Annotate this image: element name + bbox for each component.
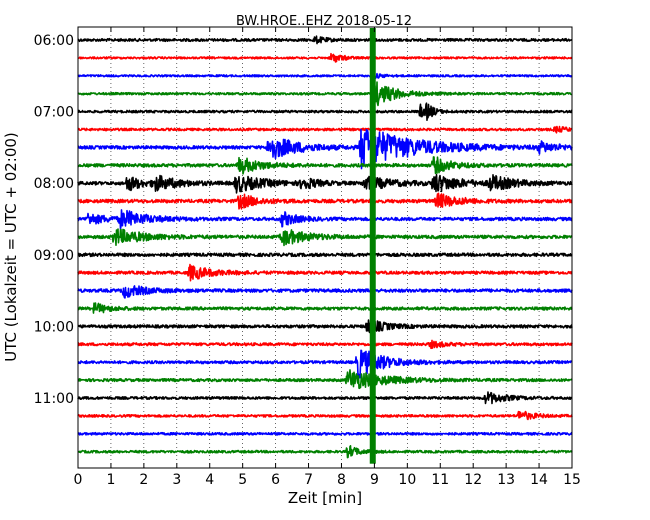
x-tick-label: 2 bbox=[139, 472, 148, 488]
trace-22 bbox=[77, 431, 573, 436]
trace-4 bbox=[77, 102, 573, 121]
trace-16 bbox=[77, 319, 573, 334]
axes: 0 1 2 3 4 5 6 7 8 9 10 11 12 13 14 1506:0007:0008:0009:… bbox=[34, 27, 581, 488]
trace-20 bbox=[77, 391, 573, 405]
x-tick-label: 8 bbox=[337, 472, 346, 488]
x-tick-label: 3 bbox=[172, 472, 181, 488]
x-tick-label: 13 bbox=[497, 472, 515, 488]
x-tick-label: 5 bbox=[238, 472, 247, 488]
x-tick-label: 14 bbox=[530, 472, 548, 488]
trace-23 bbox=[77, 445, 573, 459]
saturated-spike-0 bbox=[369, 28, 376, 464]
trace-19 bbox=[77, 369, 573, 390]
trace-10 bbox=[77, 209, 573, 230]
trace-7 bbox=[77, 156, 573, 175]
trace-2 bbox=[77, 72, 573, 79]
y-tick-label: 07:00 bbox=[34, 105, 74, 121]
x-tick-label: 7 bbox=[304, 472, 313, 488]
trace-3 bbox=[77, 81, 573, 107]
x-tick-label: 15 bbox=[563, 472, 581, 488]
y-tick-label: 08:00 bbox=[34, 176, 74, 192]
trace-12 bbox=[77, 252, 573, 258]
y-tick-label: 06:00 bbox=[34, 33, 74, 49]
x-tick-label: 9 bbox=[370, 472, 379, 488]
trace-13 bbox=[77, 263, 573, 282]
y-tick-label: 10:00 bbox=[34, 319, 74, 335]
plot-frame bbox=[77, 26, 573, 469]
x-tick-label: 6 bbox=[271, 472, 280, 488]
x-tick-label: 12 bbox=[464, 472, 482, 488]
x-tick-label: 11 bbox=[431, 472, 449, 488]
trace-1 bbox=[77, 52, 573, 63]
y-tick-label: 11:00 bbox=[34, 391, 74, 407]
chart-title: BW.HROE..EHZ 2018-05-12 bbox=[236, 14, 412, 29]
y-axis-label: UTC (Lokalzeit = UTC + 02:00) bbox=[2, 132, 20, 362]
trace-18 bbox=[77, 349, 573, 379]
trace-0 bbox=[77, 35, 573, 45]
trace-17 bbox=[77, 339, 573, 350]
trace-11 bbox=[77, 228, 573, 247]
trace-15 bbox=[77, 302, 573, 314]
trace-14 bbox=[77, 285, 573, 299]
x-tick-label: 0 bbox=[74, 472, 83, 488]
x-tick-label: 1 bbox=[106, 472, 115, 488]
trace-8 bbox=[77, 173, 573, 194]
trace-9 bbox=[77, 192, 573, 210]
trace-5 bbox=[77, 125, 573, 134]
x-axis-label: Zeit [min] bbox=[288, 489, 362, 507]
seismic-traces bbox=[77, 28, 573, 464]
y-tick-label: 09:00 bbox=[34, 248, 74, 264]
x-tick-label: 10 bbox=[398, 472, 416, 488]
trace-21 bbox=[77, 410, 573, 421]
trace-6 bbox=[77, 128, 573, 170]
x-tick-label: 4 bbox=[205, 472, 214, 488]
